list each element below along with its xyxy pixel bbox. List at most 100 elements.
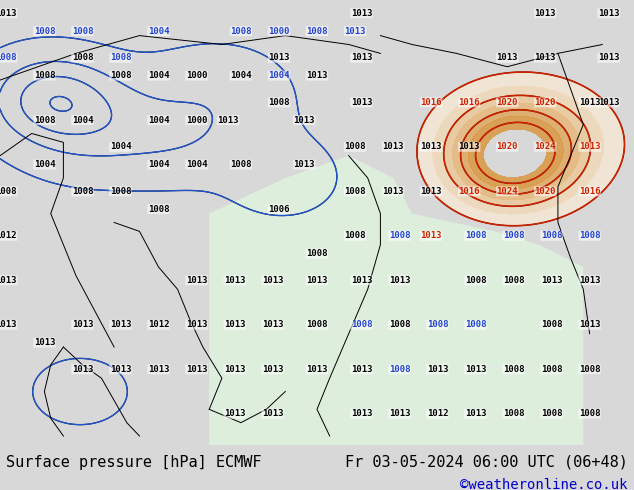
Polygon shape xyxy=(209,187,495,445)
Text: 1008: 1008 xyxy=(306,320,328,329)
Text: 1008: 1008 xyxy=(579,365,600,374)
Text: 1013: 1013 xyxy=(420,231,442,240)
Text: 1006: 1006 xyxy=(268,205,290,214)
Text: 1013: 1013 xyxy=(382,142,404,151)
Text: 1020: 1020 xyxy=(534,98,556,107)
Text: 1013: 1013 xyxy=(465,365,486,374)
Text: 1013: 1013 xyxy=(465,409,486,418)
Text: 1013: 1013 xyxy=(186,320,207,329)
Text: Surface pressure [hPa] ECMWF: Surface pressure [hPa] ECMWF xyxy=(6,455,262,469)
Text: Fr 03-05-2024 06:00 UTC (06+48): Fr 03-05-2024 06:00 UTC (06+48) xyxy=(345,455,628,469)
Text: 1013: 1013 xyxy=(34,338,55,347)
Text: 1008: 1008 xyxy=(34,116,55,124)
Text: 1008: 1008 xyxy=(503,365,524,374)
Text: ©weatheronline.co.uk: ©weatheronline.co.uk xyxy=(460,478,628,490)
Text: 1008: 1008 xyxy=(465,231,486,240)
Text: 1013: 1013 xyxy=(389,276,410,285)
Text: 1008: 1008 xyxy=(34,26,55,36)
Text: 1020: 1020 xyxy=(534,187,556,196)
Text: 1024: 1024 xyxy=(496,187,518,196)
Text: 1013: 1013 xyxy=(541,276,562,285)
Text: 1008: 1008 xyxy=(579,231,600,240)
Text: 1013: 1013 xyxy=(148,365,169,374)
Text: 1008: 1008 xyxy=(351,320,372,329)
Text: 1013: 1013 xyxy=(72,320,93,329)
Text: 1008: 1008 xyxy=(503,409,524,418)
Text: 1004: 1004 xyxy=(230,71,252,80)
Text: 1016: 1016 xyxy=(458,98,480,107)
Text: 1013: 1013 xyxy=(186,365,207,374)
Text: 1024: 1024 xyxy=(534,142,556,151)
Text: 1013: 1013 xyxy=(389,409,410,418)
Text: 1013: 1013 xyxy=(72,365,93,374)
Text: 1004: 1004 xyxy=(148,26,169,36)
Text: 1013: 1013 xyxy=(420,187,442,196)
Text: 1008: 1008 xyxy=(389,365,410,374)
Text: 1013: 1013 xyxy=(351,365,372,374)
Text: 1020: 1020 xyxy=(496,142,518,151)
Polygon shape xyxy=(209,156,583,445)
Text: 1013: 1013 xyxy=(306,276,328,285)
Text: 1020: 1020 xyxy=(496,98,518,107)
Text: 1004: 1004 xyxy=(186,160,207,169)
Text: 1013: 1013 xyxy=(110,320,131,329)
Text: 1013: 1013 xyxy=(351,409,372,418)
Text: 1008: 1008 xyxy=(503,231,524,240)
Text: 1008: 1008 xyxy=(306,249,328,258)
Text: 1008: 1008 xyxy=(465,276,486,285)
Text: 1008: 1008 xyxy=(541,365,562,374)
Text: 1008: 1008 xyxy=(72,26,93,36)
Text: 1013: 1013 xyxy=(224,276,245,285)
Text: 1008: 1008 xyxy=(110,53,131,62)
Text: 1008: 1008 xyxy=(344,142,366,151)
Text: 1013: 1013 xyxy=(262,320,283,329)
Text: 1013: 1013 xyxy=(0,276,17,285)
Text: 1013: 1013 xyxy=(294,116,315,124)
Text: 1013: 1013 xyxy=(351,53,372,62)
Text: 1008: 1008 xyxy=(503,276,524,285)
Text: 1008: 1008 xyxy=(110,187,131,196)
Text: 1008: 1008 xyxy=(230,160,252,169)
Text: 1012: 1012 xyxy=(148,320,169,329)
Text: 1013: 1013 xyxy=(224,365,245,374)
Text: 1004: 1004 xyxy=(268,71,290,80)
Text: 1008: 1008 xyxy=(344,187,366,196)
Text: 1008: 1008 xyxy=(0,53,17,62)
Text: 1008: 1008 xyxy=(148,205,169,214)
Text: 1013: 1013 xyxy=(579,98,600,107)
Text: 1013: 1013 xyxy=(224,320,245,329)
Text: 1008: 1008 xyxy=(344,231,366,240)
Text: 1013: 1013 xyxy=(579,142,600,151)
Text: 1013: 1013 xyxy=(420,142,442,151)
Text: 1012: 1012 xyxy=(427,409,448,418)
Text: 1008: 1008 xyxy=(427,320,448,329)
Text: 1000: 1000 xyxy=(268,26,290,36)
Text: 1012: 1012 xyxy=(0,231,17,240)
Text: 1013: 1013 xyxy=(382,187,404,196)
Text: 1008: 1008 xyxy=(541,231,562,240)
Text: 1004: 1004 xyxy=(148,160,169,169)
Text: 1013: 1013 xyxy=(579,276,600,285)
Text: 1008: 1008 xyxy=(465,320,486,329)
Text: 1008: 1008 xyxy=(268,98,290,107)
Text: 1013: 1013 xyxy=(306,365,328,374)
Text: 1013: 1013 xyxy=(579,320,600,329)
Text: 1013: 1013 xyxy=(598,9,619,18)
Text: 1013: 1013 xyxy=(427,365,448,374)
Text: 1013: 1013 xyxy=(351,9,372,18)
Text: 1000: 1000 xyxy=(186,71,207,80)
Text: 1013: 1013 xyxy=(186,276,207,285)
Text: 1013: 1013 xyxy=(217,116,239,124)
Text: 1013: 1013 xyxy=(294,160,315,169)
Text: 1013: 1013 xyxy=(268,53,290,62)
Text: 1004: 1004 xyxy=(72,116,93,124)
Text: 1016: 1016 xyxy=(420,98,442,107)
Text: 1013: 1013 xyxy=(344,26,366,36)
Text: 1013: 1013 xyxy=(351,98,372,107)
Text: 1016: 1016 xyxy=(579,187,600,196)
Text: 1013: 1013 xyxy=(0,9,17,18)
Text: 1004: 1004 xyxy=(34,160,55,169)
Text: 1013: 1013 xyxy=(224,409,245,418)
Text: 1013: 1013 xyxy=(110,365,131,374)
Text: 1008: 1008 xyxy=(389,231,410,240)
